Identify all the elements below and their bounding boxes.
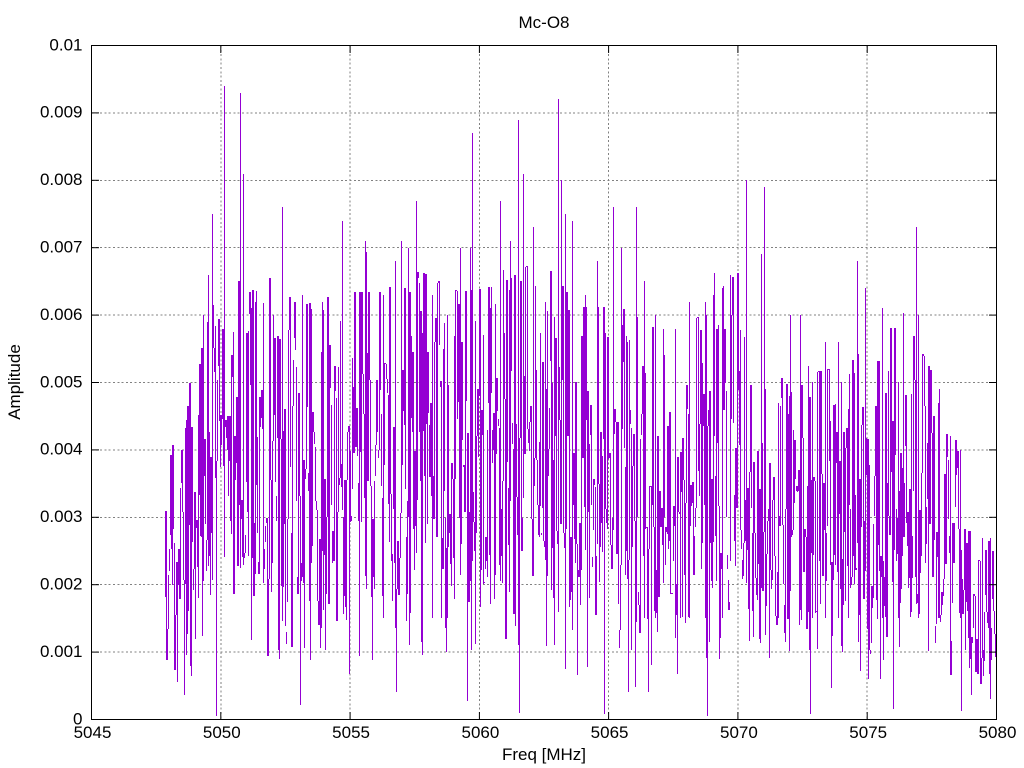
svg-text:0.007: 0.007 [40, 238, 83, 257]
svg-text:5065: 5065 [591, 723, 629, 742]
svg-text:5055: 5055 [332, 723, 370, 742]
svg-text:5070: 5070 [720, 723, 758, 742]
svg-text:0: 0 [73, 709, 82, 728]
svg-text:Amplitude: Amplitude [5, 344, 24, 420]
svg-text:0.005: 0.005 [40, 372, 83, 391]
svg-text:0.008: 0.008 [40, 170, 83, 189]
svg-text:0.01: 0.01 [49, 35, 82, 54]
svg-text:5075: 5075 [849, 723, 887, 742]
svg-text:5045: 5045 [74, 723, 112, 742]
svg-text:Mc-O8: Mc-O8 [519, 13, 570, 32]
svg-text:5050: 5050 [203, 723, 241, 742]
svg-text:0.001: 0.001 [40, 642, 83, 661]
svg-text:0.006: 0.006 [40, 305, 83, 324]
svg-text:0.003: 0.003 [40, 507, 83, 526]
svg-text:0.002: 0.002 [40, 575, 83, 594]
svg-text:5080: 5080 [979, 723, 1017, 742]
svg-text:5060: 5060 [461, 723, 499, 742]
svg-text:0.004: 0.004 [40, 440, 83, 459]
svg-text:Freq [MHz]: Freq [MHz] [502, 745, 586, 764]
svg-text:0.009: 0.009 [40, 103, 83, 122]
